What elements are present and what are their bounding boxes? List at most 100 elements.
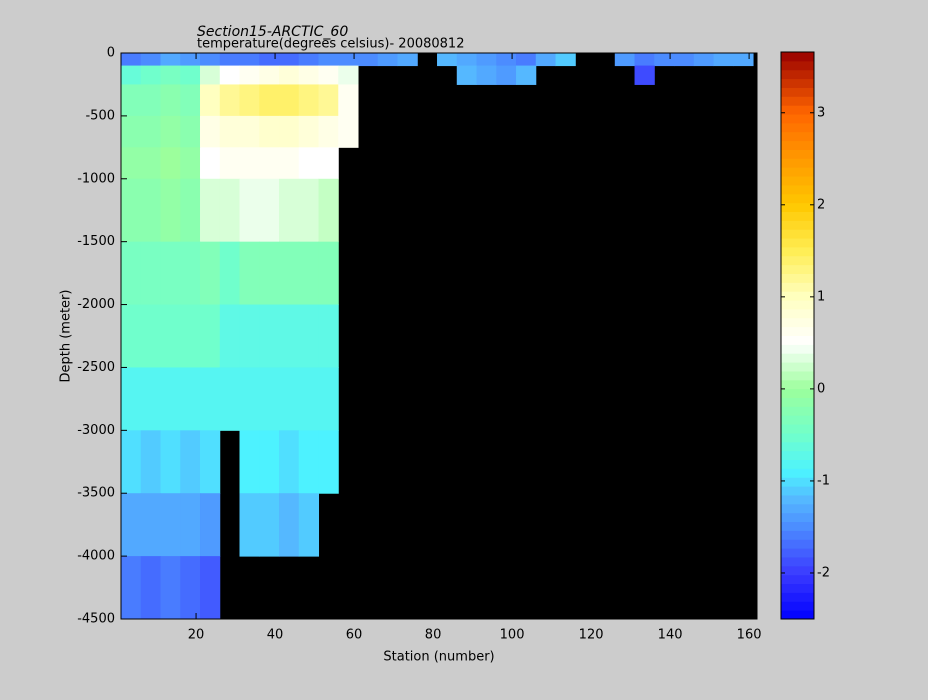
heatmap-cell [259,241,280,306]
colorbar-step [781,60,814,71]
colorbar-step [781,264,814,274]
heatmap-cell [259,65,280,85]
heatmap-cell [160,65,181,85]
heatmap-cell [437,53,458,67]
heatmap-cell [180,65,201,85]
heatmap-cell [219,115,241,148]
heatmap-cell [318,53,339,67]
heatmap-cell [318,65,339,85]
heatmap-cell [121,493,142,557]
heatmap-cell [516,65,537,85]
colorbar-step [781,326,814,336]
colorbar-tick-label: 3 [817,105,825,120]
heatmap-cell [121,115,142,148]
heatmap-cell [121,53,142,67]
colorbar-step [781,512,814,523]
colorbar-frame [780,51,815,620]
heatmap-cell [239,65,260,85]
heatmap-cell [516,53,537,67]
heatmap-cell [239,430,260,494]
heatmap-cell [298,147,320,180]
heatmap-cell [298,241,320,306]
heatmap-cell [259,53,280,67]
heatmap-cell [140,115,162,148]
y-axis-label: Depth (meter) [59,290,74,383]
colorbar-step [781,335,814,345]
y-tick-label: -3500 [77,486,115,501]
heatmap-cell [140,304,162,368]
heatmap-cell [180,430,201,494]
heatmap-cell [338,53,359,67]
colorbar-step [781,52,814,62]
colorbar-step [781,494,814,505]
y-tick-label: -2500 [77,360,115,375]
colorbar-step [781,211,814,221]
heatmap-cell [239,53,260,67]
chart-title: Section15-ARCTIC_60 [197,24,348,40]
colorbar-step [781,397,814,407]
colorbar-step [781,308,814,319]
x-tick-label: 120 [579,628,604,643]
heatmap-cell [200,241,221,306]
heatmap-cell [180,556,201,620]
heatmap-cell [476,65,497,85]
colorbar-step [781,521,814,531]
heatmap-cell [239,241,260,306]
heatmap-cell [180,304,201,368]
plot-frame [120,52,758,620]
colorbar-step [781,503,814,514]
heatmap-cell [160,147,181,180]
heatmap-cell [279,178,300,243]
x-tick-label: 60 [346,628,363,643]
heatmap-cell [219,304,241,368]
heatmap-cell [318,178,339,243]
heatmap-cell [259,430,280,494]
heatmap-cell [318,84,339,117]
colorbar-step [781,362,814,372]
heatmap-cell [239,493,260,557]
heatmap-cell [160,178,181,243]
chart-subtitle: temperature(degrees celsius)- 20080812 [197,37,464,52]
colorbar-step [781,140,814,150]
colorbar-step [781,610,814,620]
colorbar-step [781,300,814,310]
heatmap-cell [239,304,260,368]
heatmap-cell [358,53,379,67]
heatmap-cell [121,65,142,85]
heatmap-cell [219,178,241,243]
colorbar-step [781,406,814,416]
heatmap-cell [140,147,162,180]
colorbar-step [781,255,814,266]
heatmap-cell [160,430,181,494]
colorbar-step [781,317,814,328]
heatmap-cell [456,53,478,67]
colorbar-step [781,344,814,354]
colorbar-step [781,530,814,540]
heatmap-cell [239,147,260,180]
heatmap-cell [200,493,221,557]
heatmap-cell [654,53,675,67]
heatmap-cell [259,147,280,180]
heatmap-cell [318,430,339,494]
colorbar-step [781,450,814,461]
heatmap-cell [259,367,280,431]
heatmap-cell [496,53,517,67]
heatmap-cell [279,115,300,148]
heatmap-cell [298,115,320,148]
heatmap-cell [733,53,754,67]
colorbar-step [781,539,814,549]
heatmap-cell [259,84,280,117]
heatmap-cell [140,493,162,557]
colorbar-step [781,574,814,585]
heatmap-cell [456,65,478,85]
heatmap-cell [160,115,181,148]
colorbar-step [781,69,814,80]
colorbar-step [781,273,814,283]
heatmap-cell [200,84,221,117]
colorbar-step [781,202,814,212]
x-tick-label: 80 [425,628,442,643]
y-tick-label: -4000 [77,549,115,564]
heatmap-cell [298,493,320,557]
heatmap-cell [239,178,260,243]
